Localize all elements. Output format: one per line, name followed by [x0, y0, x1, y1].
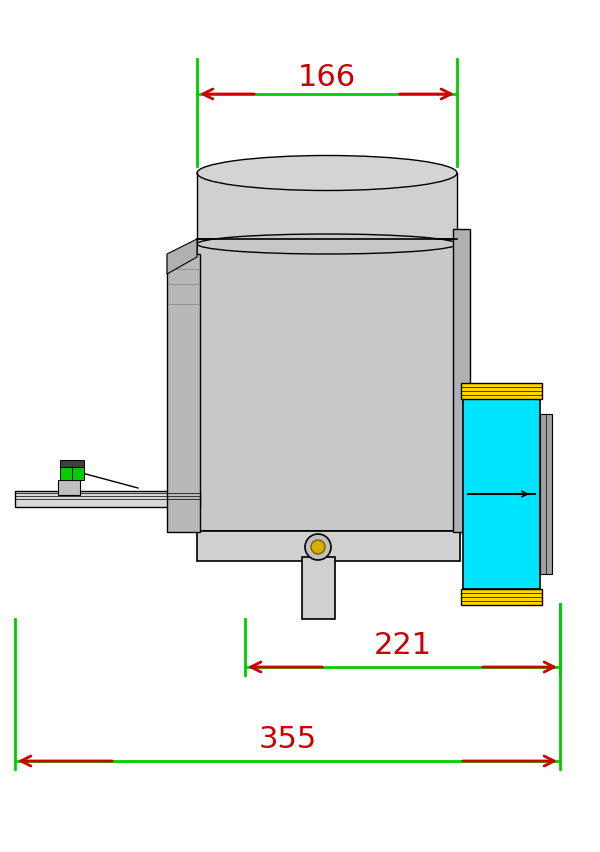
Circle shape: [305, 534, 331, 561]
Bar: [15, 492, 200, 508]
Bar: [540, 415, 552, 574]
Bar: [60, 466, 72, 481]
Text: 166: 166: [298, 62, 356, 91]
Bar: [463, 400, 540, 590]
Bar: [72, 466, 84, 481]
Bar: [461, 383, 542, 400]
Bar: [60, 460, 84, 468]
Bar: [167, 255, 200, 532]
Bar: [461, 590, 542, 605]
Text: 355: 355: [259, 725, 317, 754]
Bar: [453, 230, 470, 532]
Bar: [197, 174, 457, 245]
Bar: [302, 557, 335, 619]
Bar: [58, 481, 80, 495]
Bar: [197, 532, 460, 561]
Ellipse shape: [197, 234, 457, 255]
Ellipse shape: [197, 156, 457, 192]
Bar: [197, 239, 457, 532]
Text: 221: 221: [373, 630, 431, 659]
Circle shape: [311, 540, 325, 555]
Polygon shape: [167, 239, 197, 274]
